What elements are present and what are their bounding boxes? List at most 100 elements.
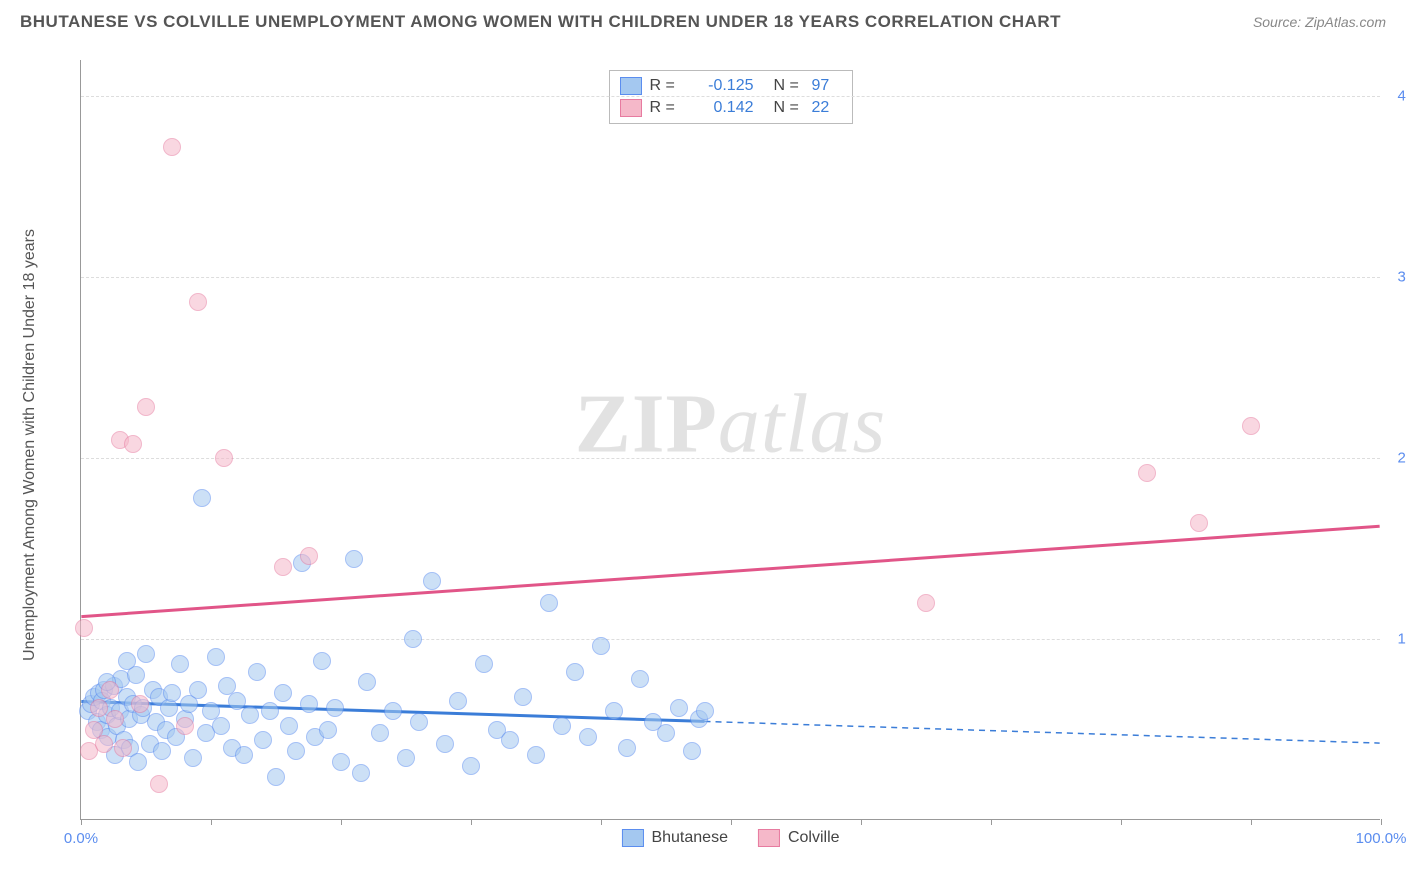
data-point: [319, 721, 337, 739]
plot-area: ZIPatlas R =-0.125N =97R =0.142N =22 Bhu…: [80, 60, 1380, 820]
data-point: [657, 724, 675, 742]
data-point: [1138, 464, 1156, 482]
data-point: [274, 684, 292, 702]
data-point: [618, 739, 636, 757]
data-point: [345, 550, 363, 568]
data-point: [254, 731, 272, 749]
data-point: [514, 688, 532, 706]
y-tick-label: 20.0%: [1385, 450, 1406, 467]
data-point: [404, 630, 422, 648]
data-point: [118, 652, 136, 670]
n-value: 97: [812, 77, 842, 95]
stats-legend-row: R = 0.142 N = 22: [620, 97, 842, 119]
data-point: [917, 594, 935, 612]
x-tick: [341, 819, 342, 825]
data-point: [193, 489, 211, 507]
watermark-zip: ZIP: [575, 378, 718, 471]
data-point: [176, 717, 194, 735]
data-point: [605, 702, 623, 720]
data-point: [475, 655, 493, 673]
data-point: [90, 699, 108, 717]
n-label: N =: [774, 77, 804, 95]
x-tick-label: 0.0%: [64, 830, 98, 847]
data-point: [592, 637, 610, 655]
gridline: [81, 639, 1380, 640]
r-label: R =: [650, 77, 686, 95]
data-point: [75, 619, 93, 637]
data-point: [124, 435, 142, 453]
data-point: [553, 717, 571, 735]
legend-swatch: [621, 829, 643, 847]
data-point: [397, 749, 415, 767]
data-point: [579, 728, 597, 746]
data-point: [137, 398, 155, 416]
data-point: [129, 753, 147, 771]
series-name: Colville: [788, 829, 840, 847]
data-point: [501, 731, 519, 749]
data-point: [241, 706, 259, 724]
n-value: 22: [812, 99, 842, 117]
x-tick: [81, 819, 82, 825]
data-point: [267, 768, 285, 786]
data-point: [313, 652, 331, 670]
y-axis-label: Unemployment Among Women with Children U…: [21, 229, 39, 661]
data-point: [352, 764, 370, 782]
data-point: [137, 645, 155, 663]
data-point: [462, 757, 480, 775]
x-tick: [601, 819, 602, 825]
data-point: [95, 735, 113, 753]
data-point: [171, 655, 189, 673]
data-point: [287, 742, 305, 760]
x-tick: [861, 819, 862, 825]
data-point: [670, 699, 688, 717]
y-tick-label: 40.0%: [1385, 88, 1406, 105]
data-point: [410, 713, 428, 731]
data-point: [150, 775, 168, 793]
stats-legend-row: R =-0.125N =97: [620, 75, 842, 97]
legend-swatch: [758, 829, 780, 847]
x-tick: [1251, 819, 1252, 825]
data-point: [566, 663, 584, 681]
series-name: Bhutanese: [651, 829, 728, 847]
n-label: N =: [774, 99, 804, 117]
y-tick-label: 10.0%: [1385, 631, 1406, 648]
data-point: [358, 673, 376, 691]
data-point: [248, 663, 266, 681]
data-point: [261, 702, 279, 720]
data-point: [189, 681, 207, 699]
data-point: [631, 670, 649, 688]
gridline: [81, 277, 1380, 278]
data-point: [527, 746, 545, 764]
data-point: [228, 692, 246, 710]
x-tick: [211, 819, 212, 825]
x-tick-label: 100.0%: [1356, 830, 1406, 847]
r-value: 0.142: [694, 99, 754, 117]
data-point: [300, 695, 318, 713]
data-point: [683, 742, 701, 760]
data-point: [540, 594, 558, 612]
x-tick: [731, 819, 732, 825]
x-tick: [471, 819, 472, 825]
data-point: [1190, 514, 1208, 532]
data-point: [384, 702, 402, 720]
data-point: [153, 742, 171, 760]
source-attribution: Source: ZipAtlas.com: [1253, 14, 1386, 30]
data-point: [131, 695, 149, 713]
chart-title: BHUTANESE VS COLVILLE UNEMPLOYMENT AMONG…: [20, 12, 1061, 32]
watermark-atlas: atlas: [718, 378, 886, 471]
series-legend: Bhutanese Colville: [621, 829, 839, 847]
data-point: [207, 648, 225, 666]
r-label: R =: [650, 99, 686, 117]
data-point: [212, 717, 230, 735]
chart-container: Unemployment Among Women with Children U…: [60, 50, 1380, 840]
legend-swatch: [620, 77, 642, 95]
data-point: [163, 684, 181, 702]
data-point: [280, 717, 298, 735]
data-point: [326, 699, 344, 717]
y-tick-label: 30.0%: [1385, 269, 1406, 286]
data-point: [274, 558, 292, 576]
gridline: [81, 96, 1380, 97]
series-legend-item: Bhutanese: [621, 829, 728, 847]
series-legend-item: Colville: [758, 829, 840, 847]
data-point: [106, 710, 124, 728]
